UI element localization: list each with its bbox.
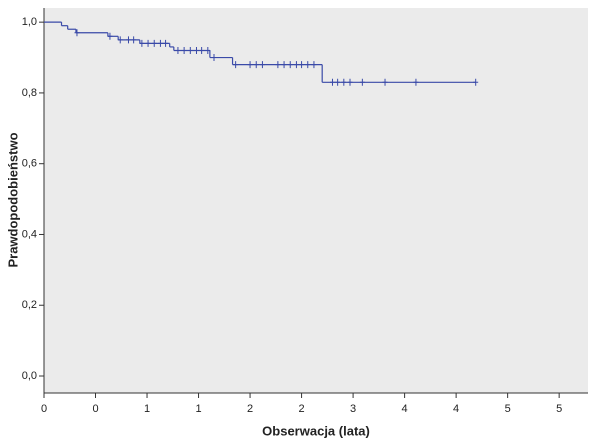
censor-mark [299, 61, 305, 69]
y-tick-label: 0,4 [22, 228, 37, 240]
x-tick-label: 1 [195, 403, 201, 415]
censor-mark [281, 61, 287, 69]
censor-mark [211, 54, 217, 62]
censor-mark [473, 78, 479, 86]
censor-mark [205, 46, 211, 54]
y-tick-label: 0,6 [22, 158, 37, 170]
censor-mark [382, 78, 388, 86]
censor-mark [107, 32, 113, 40]
censor-mark [157, 39, 163, 47]
x-tick-label: 5 [556, 403, 562, 415]
censor-mark [117, 36, 123, 44]
plot-area [44, 8, 588, 393]
censor-mark [305, 61, 311, 69]
x-axis-title: Obserwacja (lata) [262, 423, 370, 438]
x-tick-label: 4 [402, 403, 408, 415]
censor-mark [275, 61, 281, 69]
censor-mark [193, 46, 199, 54]
censor-mark [125, 36, 131, 44]
censor-mark [247, 61, 253, 69]
y-tick-label: 0,2 [22, 299, 37, 311]
censor-mark [74, 29, 80, 37]
x-tick-label: 2 [247, 403, 253, 415]
censor-mark [259, 61, 265, 69]
censor-mark [181, 46, 187, 54]
x-tick-label: 0 [92, 403, 98, 415]
y-axis-title: Prawdopodobieństwo [5, 132, 20, 267]
x-tick-label: 4 [453, 403, 459, 415]
censor-mark [341, 78, 347, 86]
censor-mark [139, 39, 145, 47]
censor-mark [151, 39, 157, 47]
censor-mark [287, 61, 293, 69]
y-tick-label: 0,0 [22, 370, 37, 382]
censor-mark [199, 46, 205, 54]
censor-mark [311, 61, 317, 69]
censor-mark [253, 61, 259, 69]
censor-mark [413, 78, 419, 86]
censor-mark [293, 61, 299, 69]
censor-mark [233, 61, 239, 69]
y-tick-label: 1,0 [22, 16, 37, 28]
censor-mark [175, 46, 181, 54]
y-tick-label: 0,8 [22, 87, 37, 99]
x-tick-label: 2 [299, 403, 305, 415]
x-tick-label: 1 [144, 403, 150, 415]
censor-mark [131, 36, 137, 44]
censor-mark [335, 78, 341, 86]
x-tick-label: 3 [350, 403, 356, 415]
censor-mark [359, 78, 365, 86]
censor-mark [347, 78, 353, 86]
censor-mark [163, 39, 169, 47]
x-tick-label: 5 [505, 403, 511, 415]
censor-mark [329, 78, 335, 86]
x-tick-label: 0 [41, 403, 47, 415]
censor-mark [187, 46, 193, 54]
censor-mark [145, 39, 151, 47]
